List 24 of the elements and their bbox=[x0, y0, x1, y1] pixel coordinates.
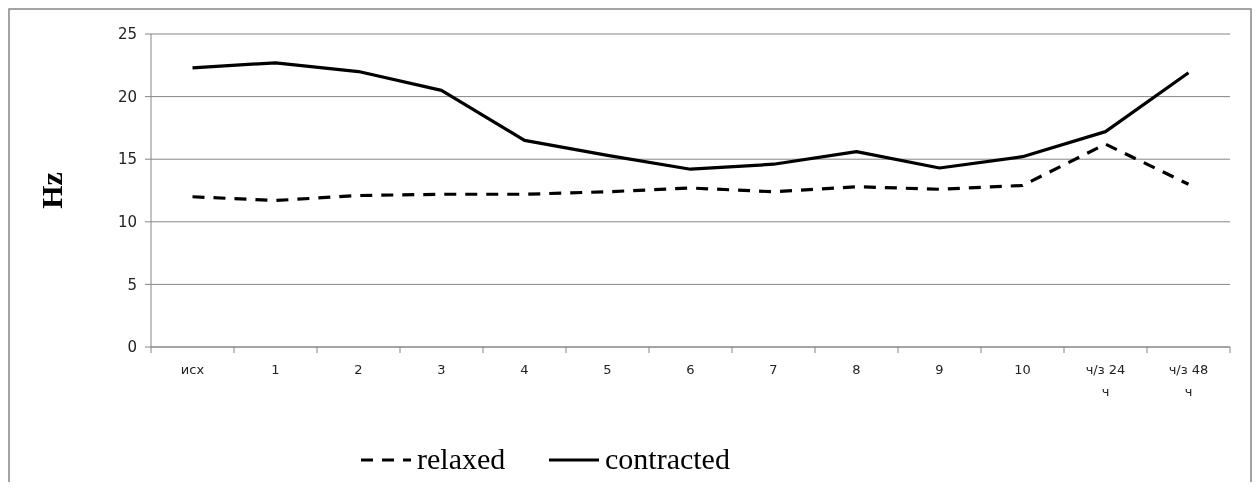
line-series bbox=[190, 142, 1191, 203]
x-tick-label: 1 bbox=[271, 362, 280, 377]
legend-label: relaxed bbox=[417, 442, 506, 475]
y-tick-label: 20 bbox=[117, 87, 137, 106]
line-series bbox=[190, 61, 1191, 171]
y-tick-label: 25 bbox=[117, 25, 137, 44]
y-tick-label: 5 bbox=[127, 275, 137, 294]
x-tick-label: 10 bbox=[1014, 362, 1031, 377]
y-tick-label: 0 bbox=[127, 338, 137, 357]
x-tick-label: 5 bbox=[603, 362, 612, 377]
x-tick-label: исх bbox=[180, 362, 205, 377]
y-axis-title: Hz bbox=[34, 172, 68, 209]
x-tick-label: 7 bbox=[769, 362, 778, 377]
x-tick-label: 4 bbox=[520, 362, 529, 377]
x-tick-label: 9 bbox=[935, 362, 944, 377]
x-tick-label: 6 bbox=[686, 362, 695, 377]
y-tick-label: 10 bbox=[117, 213, 137, 232]
y-tick-label: 15 bbox=[117, 150, 137, 169]
x-tick-label: ч/з 24 ч bbox=[1085, 362, 1126, 399]
x-tick-label: 2 bbox=[354, 362, 363, 377]
legend-label: contracted bbox=[605, 442, 730, 475]
x-tick-label: 3 bbox=[437, 362, 446, 377]
x-tick-label: ч/з 48 ч bbox=[1168, 362, 1209, 399]
x-tick-label: 8 bbox=[852, 362, 861, 377]
